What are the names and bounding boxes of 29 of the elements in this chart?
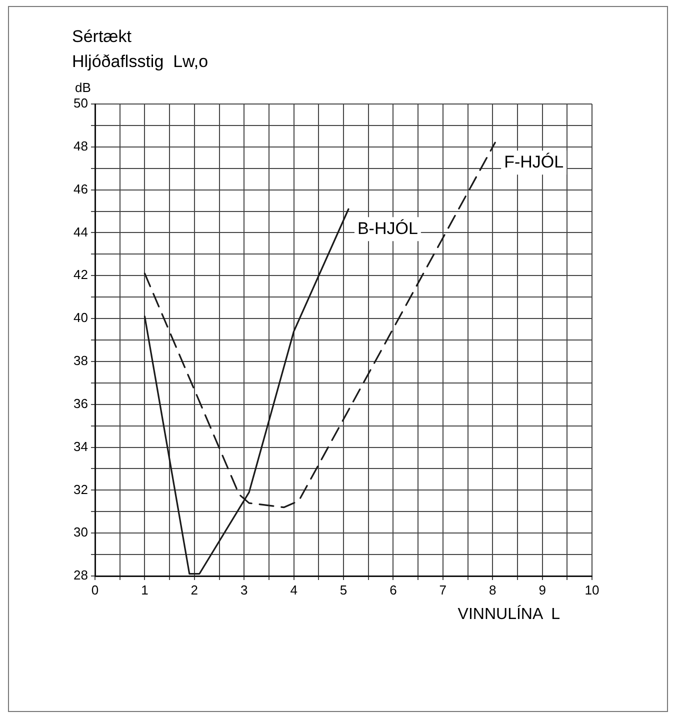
x-tick-label: 10 <box>584 582 600 598</box>
x-tick-label: 5 <box>340 582 348 598</box>
x-tick-label: 0 <box>91 582 99 598</box>
y-tick-label: 50 <box>74 96 88 111</box>
y-tick-label: 34 <box>74 438 88 454</box>
y-tick-label: 36 <box>74 396 88 411</box>
series-label: F-HJÓL <box>504 152 564 172</box>
y-tick-label: 40 <box>74 310 88 326</box>
series-label: B-HJÓL <box>357 218 418 238</box>
x-tick-label: 3 <box>240 582 248 598</box>
x-tick-label: 1 <box>141 582 148 598</box>
x-tick-label: 6 <box>390 582 397 598</box>
x-tick-label: 2 <box>190 582 198 598</box>
y-axis-title: dB <box>75 80 91 95</box>
x-axis-title: VINNULÍNA L <box>458 605 560 623</box>
x-tick-label: 9 <box>538 582 546 598</box>
y-tick-label: 38 <box>74 353 88 368</box>
y-tick-label: 32 <box>74 482 88 497</box>
x-tick-label: 7 <box>439 582 447 598</box>
y-tick-label: 30 <box>74 524 88 540</box>
chart-title: Sértækt <box>72 27 132 46</box>
chart-subtitle: Hljóðaflsstig Lw,o <box>72 52 208 71</box>
y-tick-label: 42 <box>74 267 88 282</box>
x-tick-label: 4 <box>290 582 298 598</box>
y-tick-label: 46 <box>74 181 88 196</box>
x-tick-label: 8 <box>488 582 496 598</box>
y-tick-label: 28 <box>74 568 88 583</box>
y-tick-label: 44 <box>74 224 88 240</box>
y-tick-label: 48 <box>74 138 88 154</box>
